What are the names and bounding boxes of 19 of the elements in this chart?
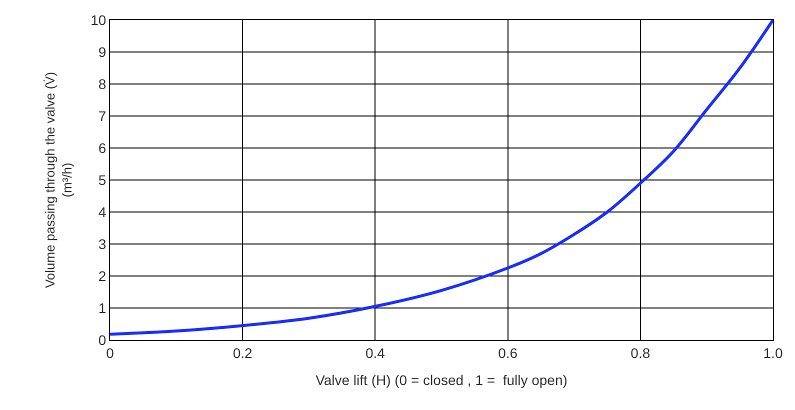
y-tick-label: 10: [90, 12, 106, 28]
y-tick-label: 2: [98, 268, 106, 284]
x-tick-label: 1.0: [763, 344, 783, 361]
y-tick-label: 4: [98, 204, 106, 220]
x-tick-label: 0.6: [498, 344, 518, 361]
y-tick-label: 0: [98, 332, 106, 348]
x-axis-title: Valve lift (H) (0 = closed , 1 = fully open): [316, 372, 568, 388]
y-tick-label: 5: [98, 172, 106, 188]
x-tick-label: 0.4: [365, 344, 386, 361]
y-tick-label: 6: [98, 140, 106, 156]
y-tick-label: 1: [98, 300, 106, 316]
y-tick-label: 3: [98, 236, 106, 252]
x-tick-label: 0.8: [630, 344, 650, 361]
y-tick-label: 8: [98, 76, 106, 92]
x-tick-label: 0.2: [232, 344, 253, 361]
y-axis-title: Volume passing through the valve (V̇) (m³/h): [42, 72, 75, 288]
y-tick-label: 7: [98, 108, 106, 124]
line-series: [110, 20, 773, 336]
y-tick-label: 9: [98, 44, 106, 60]
